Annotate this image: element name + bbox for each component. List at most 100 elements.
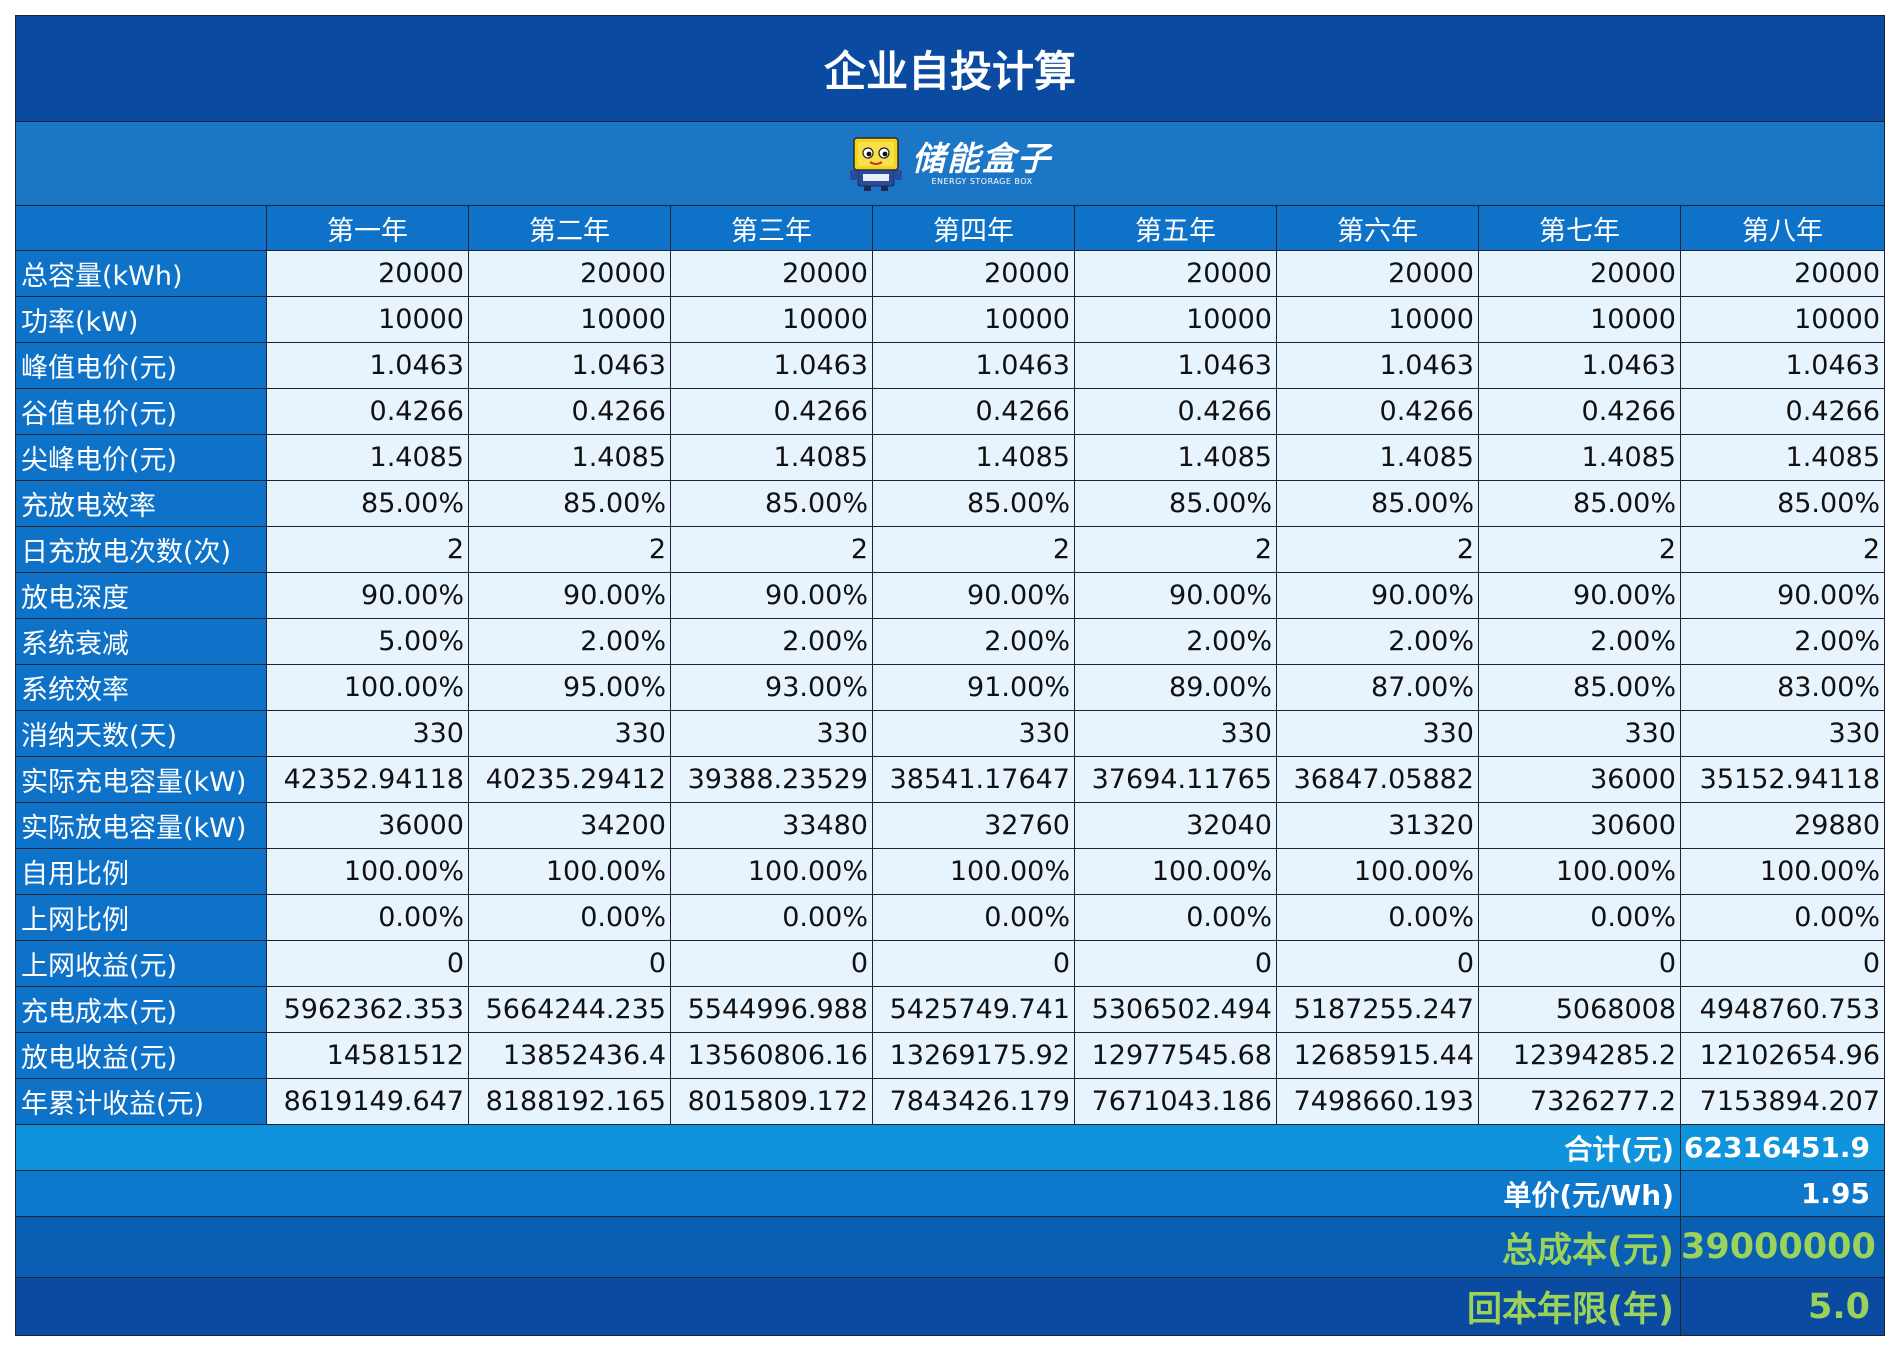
table-cell: 10000 — [1478, 296, 1681, 343]
row-label: 放电收益(元) — [15, 1032, 267, 1079]
table-row: 功率(kW) 10000 10000 10000 10000 10000 10000 1000… — [15, 296, 1886, 343]
table-cell: 1.0463 — [1478, 342, 1681, 389]
table-cell: 29880 — [1679, 802, 1886, 849]
table-cell: 0 — [1074, 940, 1277, 987]
year-header-cell: 第五年 — [1074, 205, 1277, 251]
table-cell: 20000 — [1478, 250, 1681, 297]
table-cell: 1.0463 — [872, 342, 1075, 389]
table-cell: 2 — [468, 526, 671, 573]
table-cell: 5068008 — [1478, 986, 1681, 1033]
row-label: 总容量(kWh) — [15, 250, 267, 297]
table-cell: 5544996.988 — [670, 986, 873, 1033]
table-row: 自用比例 100.00% 100.00% 100.00% 100.00% 100.00% 1… — [15, 848, 1886, 895]
table-cell: 90.00% — [1478, 572, 1681, 619]
table-row: 尖峰电价(元) 1.4085 1.4085 1.4085 1.4085 1.4085 1.4… — [15, 434, 1886, 481]
table-row: 实际充电容量(kW) 42352.94118 40235.29412 39388.23… — [15, 756, 1886, 803]
table-cell: 1.4085 — [872, 434, 1075, 481]
table-cell: 330 — [872, 710, 1075, 757]
table-cell: 100.00% — [1276, 848, 1479, 895]
table-cell: 0.4266 — [1276, 388, 1479, 435]
table-cell: 40235.29412 — [468, 756, 671, 803]
table-cell: 90.00% — [468, 572, 671, 619]
table-row: 上网比例 0.00% 0.00% 0.00% 0.00% 0.00% 0.00% 0.00% 0… — [15, 894, 1886, 941]
table-cell: 12685915.44 — [1276, 1032, 1479, 1079]
header-corner-cell — [15, 205, 267, 251]
table-cell: 13560806.16 — [670, 1032, 873, 1079]
table-cell: 95.00% — [468, 664, 671, 711]
year-header-cell: 第八年 — [1679, 205, 1886, 251]
table-row: 实际放电容量(kW) 36000 34200 33480 32760 32040 31320… — [15, 802, 1886, 849]
row-label: 功率(kW) — [15, 296, 267, 343]
row-label: 实际放电容量(kW) — [15, 802, 267, 849]
table-cell: 330 — [670, 710, 873, 757]
table-cell: 20000 — [872, 250, 1075, 297]
table-cell: 5425749.741 — [872, 986, 1075, 1033]
table-cell: 330 — [468, 710, 671, 757]
table-cell: 87.00% — [1276, 664, 1479, 711]
row-label: 放电深度 — [15, 572, 267, 619]
table-cell: 30600 — [1478, 802, 1681, 849]
table-cell: 34200 — [468, 802, 671, 849]
row-label: 年累计收益(元) — [15, 1078, 267, 1125]
table-cell: 7843426.179 — [872, 1078, 1075, 1125]
table-cell: 20000 — [1679, 250, 1886, 297]
table-cell: 5962362.353 — [266, 986, 469, 1033]
table-cell: 10000 — [266, 296, 469, 343]
table-cell: 10000 — [872, 296, 1075, 343]
table-cell: 1.0463 — [1276, 342, 1479, 389]
table-cell: 20000 — [1276, 250, 1479, 297]
row-label: 充电成本(元) — [15, 986, 267, 1033]
table-cell: 85.00% — [872, 480, 1075, 527]
table-cell: 20000 — [266, 250, 469, 297]
table-cell: 0.4266 — [670, 388, 873, 435]
table-cell: 0.00% — [1478, 894, 1681, 941]
table-cell: 8619149.647 — [266, 1078, 469, 1125]
table-row: 年累计收益(元) 8619149.647 8188192.165 8015809.17… — [15, 1078, 1886, 1125]
table-cell: 330 — [1679, 710, 1886, 757]
table-cell: 100.00% — [670, 848, 873, 895]
table-cell: 2 — [670, 526, 873, 573]
table-cell: 0.4266 — [1074, 388, 1277, 435]
payback-label: 回本年限(年) — [15, 1277, 1681, 1336]
table-cell: 7671043.186 — [1074, 1078, 1277, 1125]
table-cell: 39388.23529 — [670, 756, 873, 803]
table-cell: 90.00% — [1074, 572, 1277, 619]
total-cost-value: 39000000 — [1679, 1216, 1886, 1278]
table-cell: 0 — [266, 940, 469, 987]
table-cell: 2.00% — [468, 618, 671, 665]
table-cell: 33480 — [670, 802, 873, 849]
table-cell: 100.00% — [1679, 848, 1886, 895]
table-cell: 10000 — [1074, 296, 1277, 343]
table-cell: 2.00% — [1679, 618, 1886, 665]
table-cell: 90.00% — [872, 572, 1075, 619]
table-cell: 20000 — [468, 250, 671, 297]
table-cell: 0.4266 — [1679, 388, 1886, 435]
table-cell: 1.4085 — [1478, 434, 1681, 481]
table-cell: 0.00% — [872, 894, 1075, 941]
table-cell: 1.0463 — [1679, 342, 1886, 389]
table-cell: 38541.17647 — [872, 756, 1075, 803]
row-label: 上网收益(元) — [15, 940, 267, 987]
table-cell: 2 — [1679, 526, 1886, 573]
table-cell: 2 — [1074, 526, 1277, 573]
row-label: 充放电效率 — [15, 480, 267, 527]
table-row: 放电收益(元) 14581512 13852436.4 13560806.16 1326… — [15, 1032, 1886, 1079]
table-cell: 85.00% — [468, 480, 671, 527]
year-header-cell: 第六年 — [1276, 205, 1479, 251]
table-row: 放电深度 90.00% 90.00% 90.00% 90.00% 90.00% 90.00%… — [15, 572, 1886, 619]
table-cell: 85.00% — [1276, 480, 1479, 527]
table-cell: 330 — [266, 710, 469, 757]
table-cell: 90.00% — [670, 572, 873, 619]
year-header-row: 第一年 第二年 第三年 第四年 第五年 第六年 第七年 第八年 — [15, 205, 1886, 251]
table-cell: 5.00% — [266, 618, 469, 665]
row-label: 峰值电价(元) — [15, 342, 267, 389]
table-cell: 7153894.207 — [1679, 1078, 1886, 1125]
table-cell: 0.4266 — [872, 388, 1075, 435]
table-cell: 100.00% — [468, 848, 671, 895]
summary-unit-price-row: 单价(元/Wh) 1.95 — [15, 1170, 1886, 1217]
logo-name-cn: 储能盒子 — [912, 138, 1053, 178]
total-label: 合计(元) — [15, 1124, 1681, 1171]
table-cell: 83.00% — [1679, 664, 1886, 711]
table-cell: 0.00% — [468, 894, 671, 941]
table-cell: 1.4085 — [1074, 434, 1277, 481]
